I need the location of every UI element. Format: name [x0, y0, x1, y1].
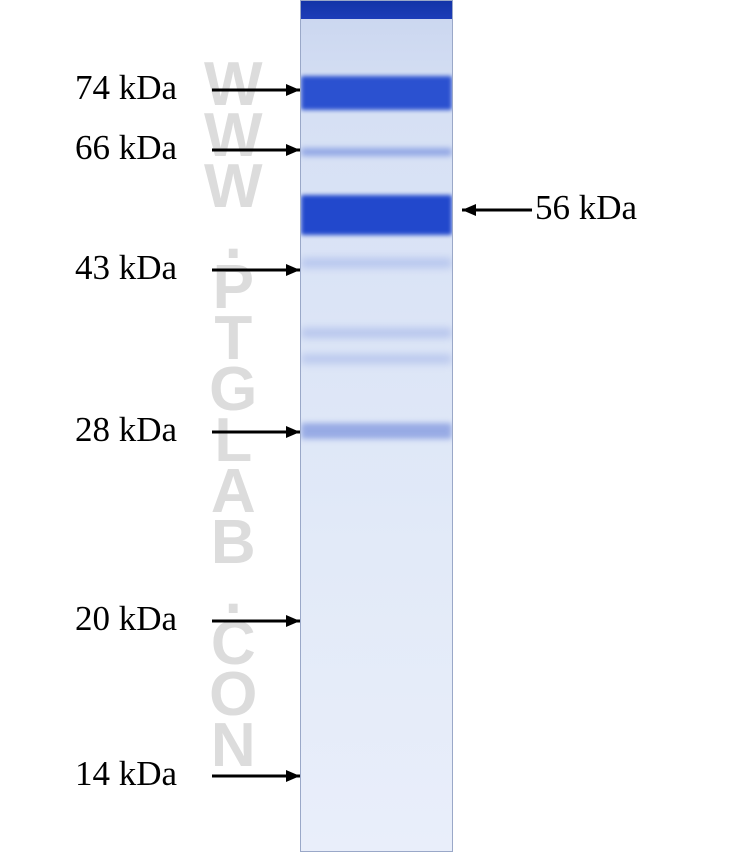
band-aux2: [301, 354, 452, 364]
marker-label-left: 74 kDa: [75, 68, 177, 108]
marker-arrow-left: [210, 764, 302, 788]
band-28: [301, 423, 452, 439]
marker-label-left: 20 kDa: [75, 599, 177, 639]
band-48a: [301, 258, 452, 268]
figure-canvas: WWW.PTGLAB.CON 74 kDa 66 kDa 43 kDa 28 kDa 2…: [0, 0, 740, 860]
band-66: [301, 148, 452, 156]
marker-arrow-left: [210, 258, 302, 282]
marker-label-left: 66 kDa: [75, 128, 177, 168]
gel-lane: [300, 0, 453, 852]
marker-label-left: 28 kDa: [75, 410, 177, 450]
band-aux1: [301, 328, 452, 338]
marker-arrow-right: [460, 198, 534, 222]
band-56: [301, 195, 452, 235]
marker-arrow-left: [210, 138, 302, 162]
marker-arrow-left: [210, 420, 302, 444]
watermark: WWW.PTGLAB.CON: [204, 60, 267, 772]
band-74: [301, 76, 452, 110]
marker-label-left: 14 kDa: [75, 754, 177, 794]
marker-label-left: 43 kDa: [75, 248, 177, 288]
marker-label-right: 56 kDa: [535, 188, 637, 228]
marker-arrow-left: [210, 78, 302, 102]
gel-well: [301, 1, 452, 19]
marker-arrow-left: [210, 609, 302, 633]
